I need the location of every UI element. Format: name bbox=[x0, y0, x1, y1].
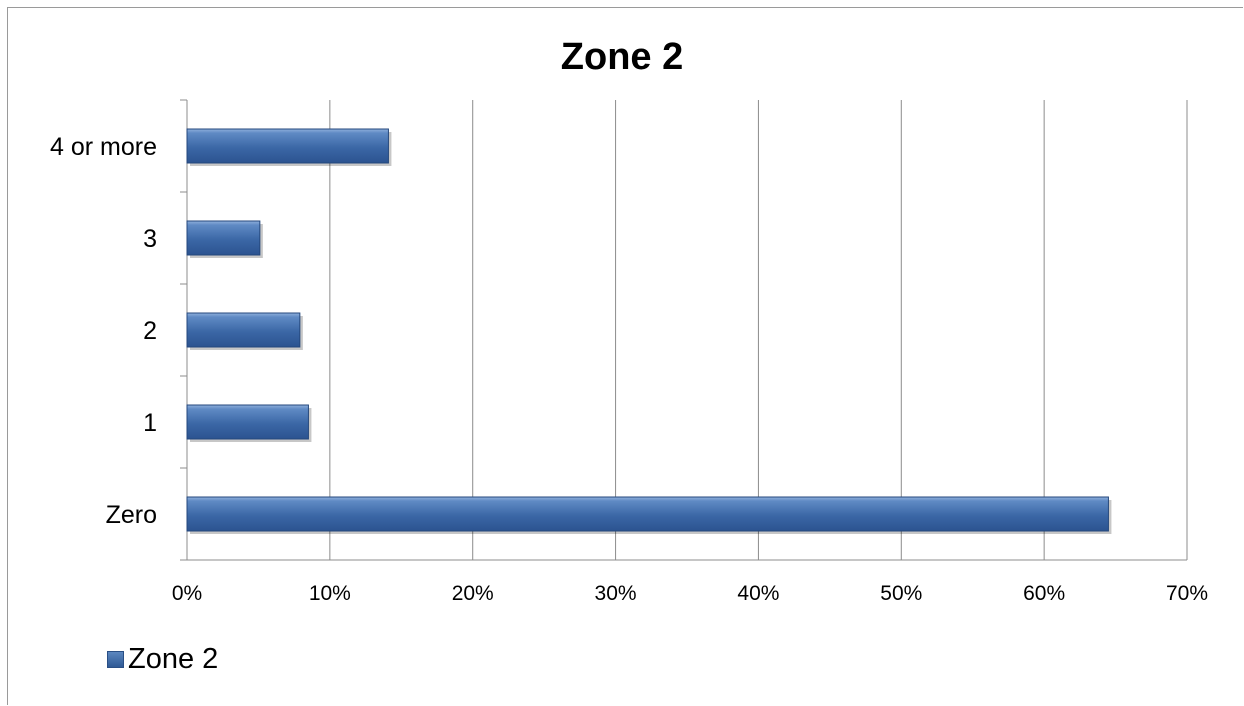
bar bbox=[186, 312, 301, 348]
chart-frame bbox=[7, 7, 1243, 705]
y-category-label: 3 bbox=[143, 225, 157, 253]
x-tick-label: 10% bbox=[309, 582, 351, 605]
x-tick-label: 50% bbox=[880, 582, 922, 605]
x-tick-label: 40% bbox=[737, 582, 779, 605]
x-tick-label: 0% bbox=[172, 582, 202, 605]
x-tick-label: 60% bbox=[1023, 582, 1065, 605]
y-category-label: 2 bbox=[143, 317, 157, 345]
bar bbox=[186, 128, 389, 164]
y-category-label: 4 or more bbox=[50, 133, 157, 161]
legend-label: Zone 2 bbox=[128, 643, 219, 675]
bar bbox=[186, 496, 1109, 532]
x-tick-label: 30% bbox=[595, 582, 637, 605]
x-tick-label: 20% bbox=[452, 582, 494, 605]
y-category-label: Zero bbox=[106, 501, 157, 529]
legend-swatch bbox=[107, 651, 124, 668]
legend: Zone 2 bbox=[107, 643, 218, 676]
y-category-label: 1 bbox=[143, 409, 157, 437]
bar bbox=[186, 404, 309, 440]
bar bbox=[186, 220, 261, 256]
x-tick-label: 70% bbox=[1166, 582, 1208, 605]
chart-title: Zone 2 bbox=[560, 36, 684, 78]
